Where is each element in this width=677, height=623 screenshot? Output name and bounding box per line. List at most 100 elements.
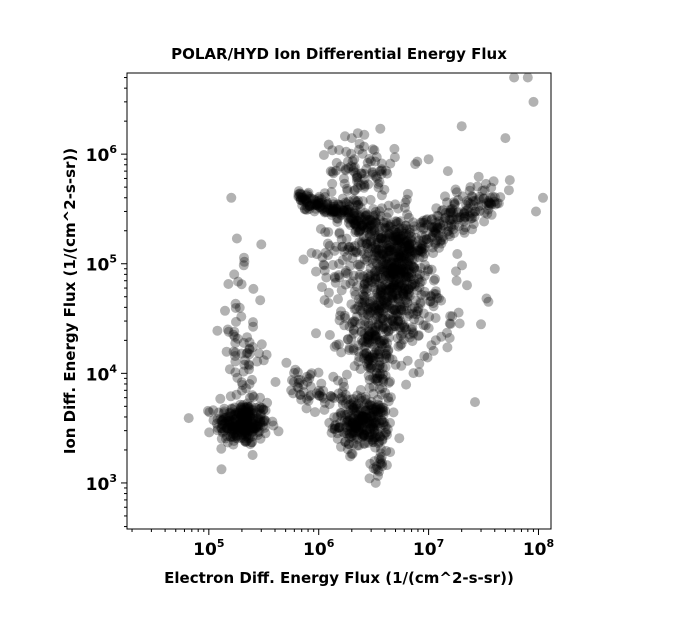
data-point bbox=[395, 268, 406, 279]
data-point bbox=[332, 204, 343, 215]
data-point bbox=[381, 326, 392, 337]
data-point bbox=[364, 416, 374, 427]
data-point bbox=[357, 414, 368, 425]
data-point bbox=[309, 199, 320, 210]
data-point bbox=[405, 250, 416, 261]
data-point bbox=[241, 408, 251, 419]
data-point bbox=[445, 204, 456, 215]
data-point bbox=[381, 323, 392, 334]
data-point bbox=[396, 278, 407, 289]
data-point bbox=[356, 212, 367, 223]
data-point bbox=[413, 330, 424, 341]
data-point bbox=[381, 238, 392, 249]
data-point bbox=[462, 280, 472, 291]
data-point bbox=[433, 230, 444, 241]
data-point bbox=[381, 217, 392, 228]
data-point bbox=[235, 410, 246, 421]
data-point bbox=[392, 282, 402, 293]
data-point bbox=[349, 208, 359, 219]
data-point bbox=[402, 236, 413, 247]
data-point bbox=[353, 413, 364, 424]
data-point bbox=[259, 416, 270, 426]
data-point bbox=[389, 271, 400, 282]
data-point bbox=[420, 320, 431, 331]
data-point bbox=[328, 206, 339, 217]
data-point bbox=[343, 163, 354, 174]
data-point bbox=[220, 417, 231, 427]
data-point bbox=[385, 417, 395, 428]
data-point bbox=[370, 477, 381, 488]
data-point bbox=[376, 164, 387, 175]
data-point bbox=[311, 328, 321, 339]
data-point bbox=[467, 208, 478, 219]
data-point bbox=[371, 257, 382, 268]
data-point bbox=[409, 221, 420, 232]
data-point bbox=[401, 230, 412, 241]
data-point bbox=[444, 333, 455, 343]
data-point bbox=[391, 260, 402, 271]
data-point bbox=[295, 375, 306, 385]
data-point bbox=[350, 227, 361, 238]
data-point bbox=[440, 191, 450, 202]
data-point bbox=[374, 453, 385, 464]
data-point bbox=[216, 423, 227, 434]
data-point bbox=[389, 263, 400, 274]
data-point bbox=[390, 247, 401, 257]
data-point bbox=[224, 407, 235, 418]
data-point bbox=[377, 320, 388, 331]
data-point bbox=[379, 338, 390, 349]
data-point bbox=[374, 335, 385, 346]
data-point bbox=[359, 280, 370, 290]
data-point bbox=[253, 421, 264, 432]
data-point bbox=[300, 195, 311, 205]
data-point bbox=[375, 337, 386, 348]
data-point bbox=[355, 318, 366, 329]
data-point bbox=[376, 169, 387, 179]
data-point bbox=[295, 389, 305, 400]
data-point bbox=[248, 405, 259, 416]
data-point bbox=[315, 224, 326, 234]
data-point bbox=[387, 292, 398, 303]
data-point bbox=[319, 265, 330, 276]
data-point bbox=[357, 431, 368, 442]
data-point bbox=[450, 184, 461, 195]
data-point bbox=[427, 230, 438, 241]
data-point bbox=[335, 407, 346, 418]
data-point bbox=[347, 417, 358, 428]
data-point bbox=[444, 214, 455, 225]
data-point bbox=[359, 254, 370, 265]
data-point bbox=[406, 324, 417, 335]
data-point bbox=[244, 409, 255, 420]
data-point bbox=[389, 152, 400, 163]
data-point bbox=[332, 206, 342, 217]
data-point bbox=[371, 412, 382, 423]
data-point bbox=[432, 210, 443, 221]
data-point bbox=[235, 418, 246, 429]
data-point bbox=[370, 243, 381, 254]
data-point bbox=[445, 205, 456, 216]
data-point bbox=[236, 377, 247, 388]
data-point bbox=[362, 243, 373, 254]
y-tick-label: 106 bbox=[86, 143, 118, 166]
data-point bbox=[359, 291, 370, 302]
data-point bbox=[232, 427, 243, 438]
data-point bbox=[370, 239, 381, 250]
data-point bbox=[428, 248, 439, 259]
data-point bbox=[440, 213, 451, 224]
data-point bbox=[334, 258, 344, 269]
data-point bbox=[390, 227, 401, 238]
data-point bbox=[345, 422, 356, 433]
data-point bbox=[349, 325, 359, 336]
data-point bbox=[415, 239, 426, 250]
data-point bbox=[473, 194, 484, 205]
data-point bbox=[373, 304, 384, 315]
data-point bbox=[388, 267, 399, 278]
data-point bbox=[244, 425, 254, 436]
data-point bbox=[243, 430, 254, 441]
data-point bbox=[230, 303, 241, 313]
data-point bbox=[400, 253, 411, 264]
data-point bbox=[227, 418, 238, 429]
data-point bbox=[477, 185, 488, 196]
data-point bbox=[236, 418, 247, 428]
data-point bbox=[389, 287, 400, 298]
